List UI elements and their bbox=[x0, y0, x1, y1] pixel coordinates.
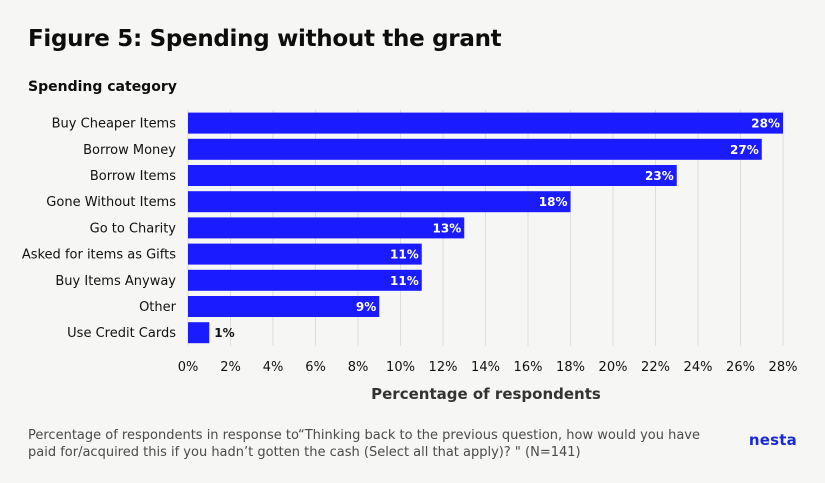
category-label: Go to Charity bbox=[90, 221, 177, 236]
bar bbox=[188, 243, 422, 265]
nesta-logo: nesta bbox=[748, 431, 797, 449]
category-labels: Buy Cheaper Items Borrow Money Borrow Item… bbox=[22, 117, 177, 342]
x-tick-label: 28% bbox=[769, 360, 798, 375]
x-tick-label: 6% bbox=[305, 360, 326, 375]
bar bbox=[188, 138, 762, 160]
x-tick-label: 10% bbox=[386, 360, 415, 375]
category-label: Buy Items Anyway bbox=[55, 274, 176, 289]
x-tick-label: 2% bbox=[220, 360, 241, 375]
x-axis-title: Percentage of respondents bbox=[371, 385, 601, 403]
x-tick-label: 20% bbox=[599, 360, 628, 375]
data-label: 13% bbox=[433, 221, 462, 235]
x-tick-label: 16% bbox=[514, 360, 543, 375]
y-axis-title: Spending category bbox=[28, 79, 177, 95]
category-label: Borrow Items bbox=[90, 169, 176, 184]
bars bbox=[188, 112, 783, 344]
data-label: 1% bbox=[214, 326, 234, 340]
x-tick-label: 12% bbox=[429, 360, 458, 375]
bar bbox=[188, 217, 465, 239]
bar bbox=[188, 296, 380, 317]
data-label: 11% bbox=[390, 248, 419, 262]
x-tick-labels: 0% 2% 4% 6% 8% 10% 12% 14% 16% 18% 20% 22% 24% 26% 28% bbox=[178, 360, 798, 375]
category-label: Borrow Money bbox=[83, 143, 176, 158]
x-tick-label: 4% bbox=[263, 360, 284, 375]
bar bbox=[188, 269, 422, 291]
category-label: Asked for items as Gifts bbox=[22, 248, 176, 263]
data-label: 27% bbox=[730, 143, 759, 157]
data-label: 18% bbox=[539, 195, 568, 209]
x-tick-label: 22% bbox=[641, 360, 670, 375]
data-label: 9% bbox=[356, 300, 376, 314]
bar bbox=[188, 112, 783, 134]
chart-title: Figure 5: Spending without the grant bbox=[28, 26, 502, 52]
data-label: 23% bbox=[645, 169, 674, 183]
x-tick-label: 24% bbox=[684, 360, 713, 375]
x-tick-label: 8% bbox=[348, 360, 369, 375]
bar bbox=[188, 191, 571, 213]
footnote-caption: Percentage of respondents in response to… bbox=[28, 428, 701, 460]
bar bbox=[188, 322, 210, 344]
data-labels: 28% 27% 23% 18% 13% 11% 11% 9% 1% bbox=[214, 117, 780, 341]
data-label: 11% bbox=[390, 274, 419, 288]
x-tick-label: 18% bbox=[556, 360, 585, 375]
x-tick-label: 26% bbox=[726, 360, 755, 375]
x-tick-label: 0% bbox=[178, 360, 199, 375]
x-tick-label: 14% bbox=[471, 360, 500, 375]
category-label: Gone Without Items bbox=[46, 195, 176, 210]
category-label: Buy Cheaper Items bbox=[52, 117, 177, 132]
category-label: Use Credit Cards bbox=[67, 326, 176, 341]
category-label: Other bbox=[139, 300, 177, 315]
data-label: 28% bbox=[751, 117, 780, 131]
bar bbox=[188, 165, 677, 186]
